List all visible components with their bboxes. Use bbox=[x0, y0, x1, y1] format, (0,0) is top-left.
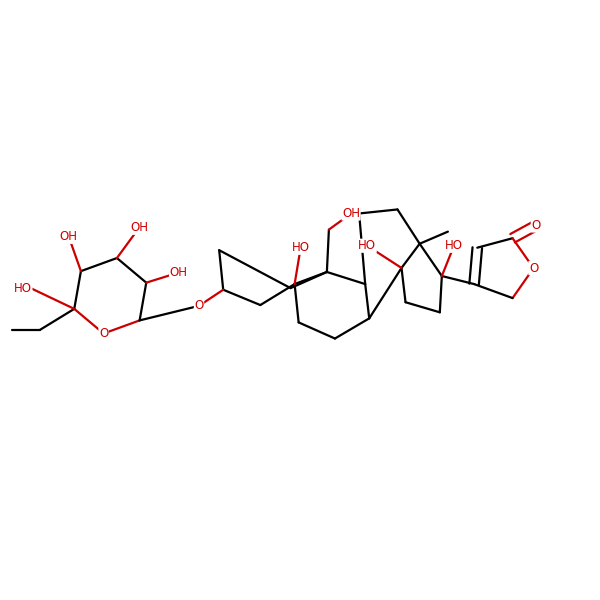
Text: O: O bbox=[99, 327, 108, 340]
Text: O: O bbox=[194, 299, 203, 313]
Text: HO: HO bbox=[14, 282, 32, 295]
Text: OH: OH bbox=[342, 207, 360, 220]
Text: OH: OH bbox=[130, 221, 148, 234]
Text: OH: OH bbox=[60, 230, 78, 244]
Text: HO: HO bbox=[292, 241, 310, 254]
Text: OH: OH bbox=[170, 266, 188, 279]
Text: O: O bbox=[532, 219, 541, 232]
Text: HO: HO bbox=[358, 239, 376, 252]
Text: O: O bbox=[529, 262, 538, 275]
Text: HO: HO bbox=[445, 239, 463, 252]
